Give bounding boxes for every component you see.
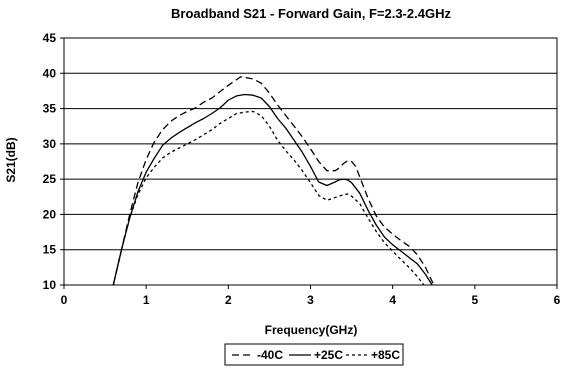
legend-box xyxy=(224,343,404,366)
y-tick-label: 20 xyxy=(43,207,57,221)
y-tick-label: 10 xyxy=(43,278,57,292)
plot-area-border xyxy=(63,37,558,286)
x-tick-label: 6 xyxy=(554,293,561,307)
y-tick-label: 45 xyxy=(43,31,57,45)
legend-label: +25C xyxy=(314,348,343,362)
y-tick-label: 35 xyxy=(43,102,57,116)
chart-title: Broadband S21 - Forward Gain, F=2.3-2.4G… xyxy=(171,6,451,21)
y-tick-label: 15 xyxy=(43,243,57,257)
series-layer xyxy=(112,76,435,286)
x-tick-label: 3 xyxy=(307,293,314,307)
x-axis-title: Frequency(GHz) xyxy=(265,323,358,337)
x-tick-label: 1 xyxy=(143,293,150,307)
x-tick-label: 4 xyxy=(389,293,396,307)
x-tick-label: 2 xyxy=(225,293,232,307)
series-line-85c xyxy=(112,110,425,286)
y-tick-label: 25 xyxy=(43,172,57,186)
legend-label: +85C xyxy=(371,348,400,362)
series-line-25c xyxy=(112,93,433,286)
series-line-40c xyxy=(112,76,435,286)
y-tick-label: 40 xyxy=(43,66,57,80)
grid-layer xyxy=(60,37,558,289)
y-axis-title: S21(dB) xyxy=(4,137,18,182)
x-tick-label: 0 xyxy=(61,293,68,307)
y-tick-label: 30 xyxy=(43,137,57,151)
x-tick-label: 5 xyxy=(471,293,478,307)
legend-label: -40C xyxy=(257,348,283,362)
legend: -40C +25C +85C xyxy=(224,343,404,366)
